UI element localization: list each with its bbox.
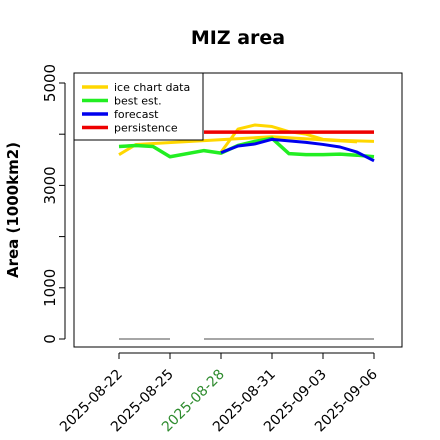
- y-tick-label: 3000: [41, 166, 59, 204]
- series-line-ice-chart-data: [118, 135, 358, 156]
- x-axis-ticks: 2025-08-222025-08-252025-08-282025-08-31…: [57, 352, 381, 435]
- y-axis-ticks: 0 1000 3000 5000: [41, 64, 66, 344]
- legend-label: forecast: [114, 108, 159, 121]
- y-tick-label: 0: [41, 334, 59, 344]
- chart-title: MIZ area: [191, 27, 285, 49]
- series-line-best-est: [118, 136, 375, 159]
- y-tick-label: 1000: [41, 269, 59, 307]
- series-line-forecast: [220, 137, 375, 163]
- series-lines: [118, 123, 375, 340]
- legend-label: best est.: [114, 95, 162, 108]
- legend-label: ice chart data: [114, 81, 190, 94]
- legend-label: persistence: [114, 122, 178, 135]
- y-axis-label: Area (1000km2): [4, 142, 22, 278]
- plot-frame: [73, 72, 403, 348]
- series-gap-connector: [169, 150, 205, 158]
- y-tick-label: 5000: [41, 64, 59, 102]
